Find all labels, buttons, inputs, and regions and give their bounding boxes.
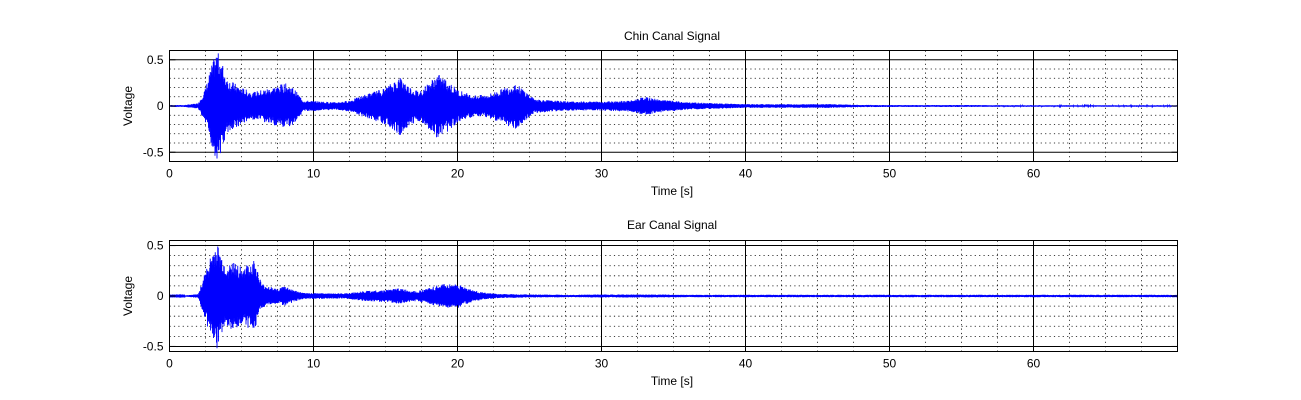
chin-x-tick-label: 50 (883, 167, 897, 181)
chin-x-ticks: 0 10 20 30 40 50 60 (166, 50, 1041, 181)
chin-x-tick-label: 40 (739, 167, 753, 181)
chin-signal-line (169, 53, 1178, 159)
chin-y-axis-label: Voltage (121, 86, 135, 126)
ear-y-tick-label: -0.5 (143, 339, 164, 353)
chin-x-tick-label: 30 (595, 167, 609, 181)
chin-x-tick-label: 10 (307, 167, 321, 181)
chin-x-axis-label: Time [s] (651, 184, 693, 198)
chin-y-tick-label: -0.5 (143, 145, 164, 159)
ear-canal-panel: Ear Canal Signal 0 10 20 30 40 50 60 0.50-0.5 … (121, 218, 1178, 388)
ear-grid (169, 240, 1178, 352)
ear-x-axis-label: Time [s] (651, 374, 693, 388)
ear-x-ticks: 0 10 20 30 40 50 60 (166, 240, 1041, 371)
ear-y-tick-label: 0 (157, 289, 164, 303)
ear-y-ticks: 0.5 0 -0.5 (143, 239, 1178, 353)
ear-x-tick-label: 30 (595, 357, 609, 371)
ear-x-tick-label: 50 (883, 357, 897, 371)
chin-canal-panel: Chin Canal Signal 0 10 20 30 40 50 60 0.50-0.5… (121, 29, 1178, 198)
ear-signal-line (169, 246, 1178, 349)
ear-chart-title: Ear Canal Signal (627, 218, 717, 232)
chin-x-tick-label: 60 (1027, 167, 1041, 181)
chin-y-tick-label: 0 (157, 99, 164, 113)
ear-y-tick-label: 0.5 (147, 239, 164, 253)
ear-x-tick-label: 10 (307, 357, 321, 371)
chin-y-ticks: 0.5 0 -0.5 (143, 53, 1178, 159)
ear-x-tick-label: 20 (451, 357, 465, 371)
ear-y-axis-label: Voltage (121, 276, 135, 316)
chin-chart-title: Chin Canal Signal (624, 29, 720, 43)
chin-x-tick-label: 20 (451, 167, 465, 181)
ear-x-tick-label: 40 (739, 357, 753, 371)
chin-x-tick-label: 0 (166, 167, 173, 181)
chin-y-tick-label: 0.5 (147, 53, 164, 67)
ear-x-tick-label: 0 (166, 357, 173, 371)
ear-x-tick-label: 60 (1027, 357, 1041, 371)
